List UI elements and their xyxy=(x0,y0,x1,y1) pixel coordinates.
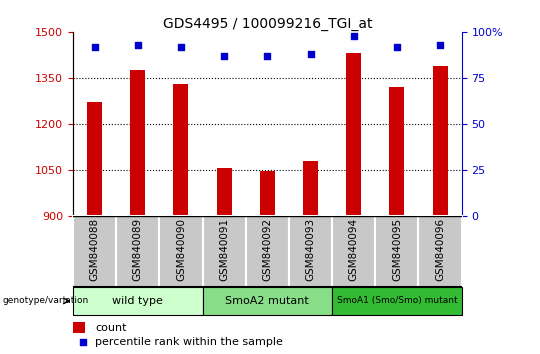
Title: GDS4495 / 100099216_TGI_at: GDS4495 / 100099216_TGI_at xyxy=(163,17,372,31)
Text: GSM840090: GSM840090 xyxy=(176,218,186,281)
Text: SmoA2 mutant: SmoA2 mutant xyxy=(225,296,309,306)
Bar xyxy=(375,216,418,287)
Bar xyxy=(73,216,116,287)
Text: percentile rank within the sample: percentile rank within the sample xyxy=(95,337,283,347)
Bar xyxy=(116,216,159,287)
Bar xyxy=(87,102,102,216)
Point xyxy=(177,44,185,50)
Point xyxy=(306,51,315,57)
Bar xyxy=(332,287,462,315)
Text: wild type: wild type xyxy=(112,296,163,306)
Text: count: count xyxy=(95,322,127,332)
Bar xyxy=(202,216,246,287)
Text: GSM840094: GSM840094 xyxy=(349,218,359,281)
Text: GSM840092: GSM840092 xyxy=(262,218,272,281)
Point xyxy=(133,42,142,47)
Bar xyxy=(433,65,448,216)
Bar xyxy=(73,322,85,333)
Text: genotype/variation: genotype/variation xyxy=(3,296,89,306)
Point xyxy=(220,53,228,59)
Text: SmoA1 (Smo/Smo) mutant: SmoA1 (Smo/Smo) mutant xyxy=(336,296,457,306)
Bar xyxy=(130,70,145,216)
Bar xyxy=(159,216,202,287)
Bar xyxy=(202,287,332,315)
Bar xyxy=(332,216,375,287)
Text: GSM840088: GSM840088 xyxy=(90,218,99,281)
Text: GSM840096: GSM840096 xyxy=(435,218,445,281)
Bar xyxy=(246,216,289,287)
Bar xyxy=(173,84,188,216)
Text: GSM840095: GSM840095 xyxy=(392,218,402,281)
Text: GSM840091: GSM840091 xyxy=(219,218,229,281)
Bar xyxy=(389,87,404,216)
Point xyxy=(436,42,444,47)
Bar xyxy=(346,53,361,216)
Text: GSM840089: GSM840089 xyxy=(133,218,143,281)
Bar xyxy=(289,216,332,287)
Bar xyxy=(418,216,462,287)
Point xyxy=(393,44,401,50)
Bar xyxy=(217,169,232,216)
Bar xyxy=(73,287,202,315)
Text: GSM840093: GSM840093 xyxy=(306,218,315,281)
Point xyxy=(263,53,272,59)
Point xyxy=(349,33,358,38)
Point xyxy=(78,339,87,344)
Bar xyxy=(303,161,318,216)
Bar xyxy=(260,171,275,216)
Point xyxy=(90,44,99,50)
